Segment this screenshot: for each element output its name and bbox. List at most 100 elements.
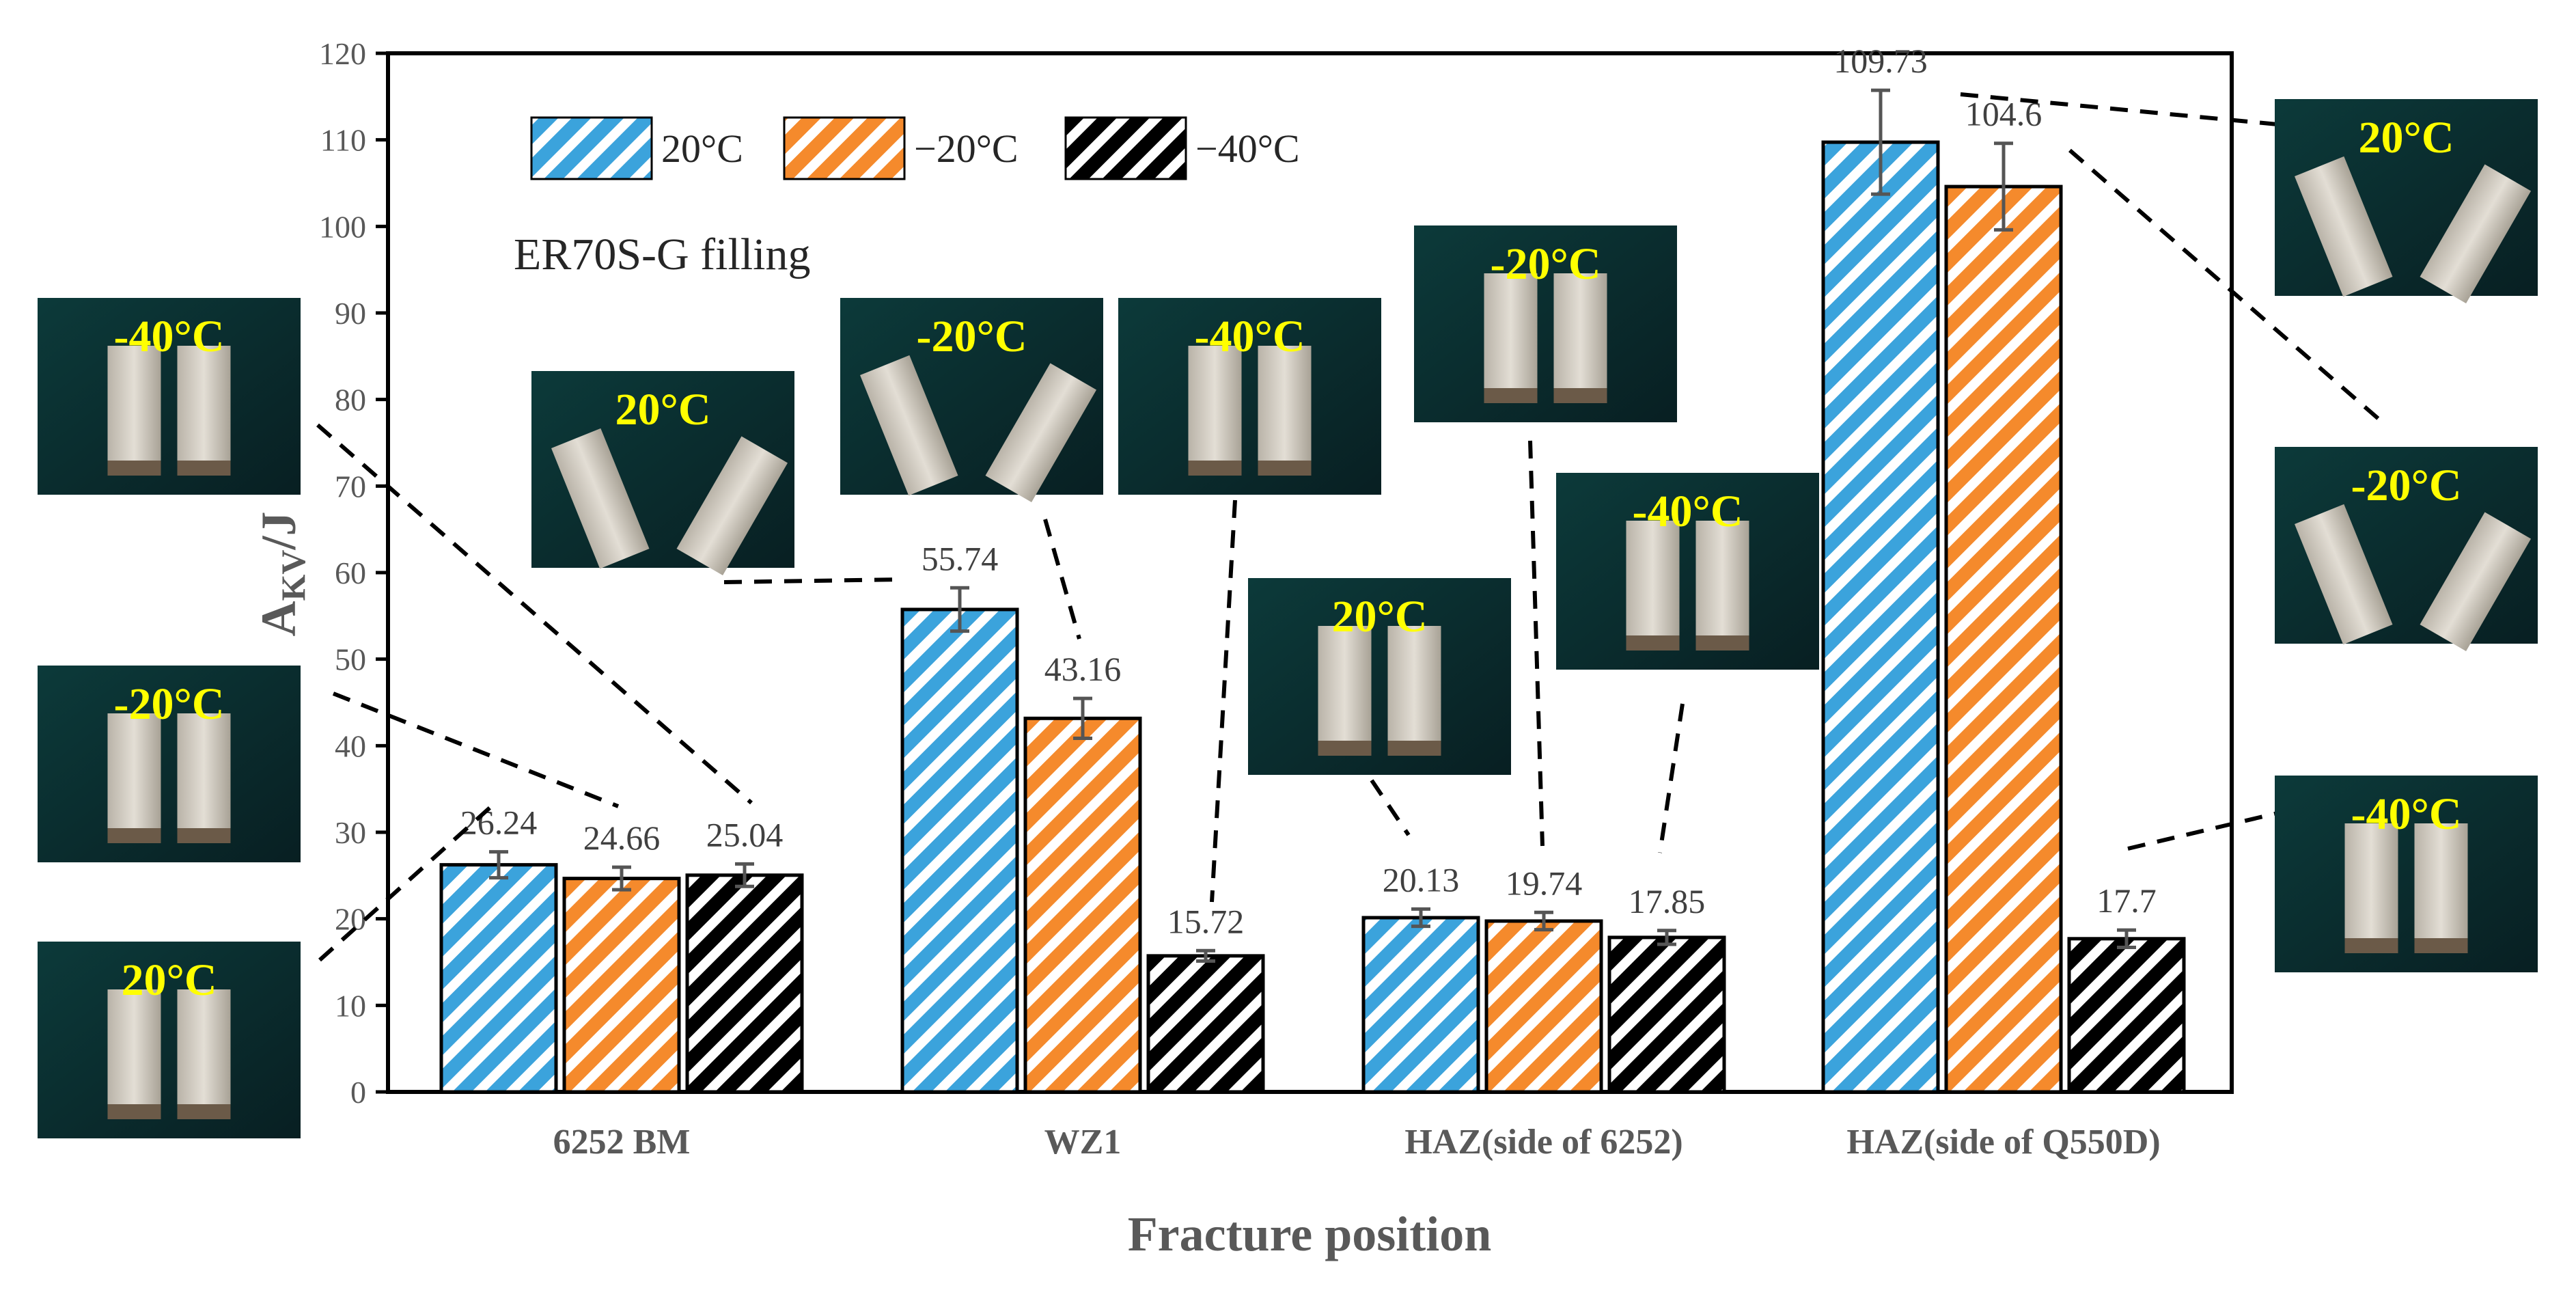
specimen-piece	[1258, 346, 1312, 476]
fracture-face	[1387, 741, 1441, 756]
y-tick-label: 30	[335, 815, 366, 850]
specimen-piece	[985, 363, 1097, 502]
bar	[1023, 716, 1142, 1094]
fracture-face	[177, 828, 231, 843]
bar	[2067, 937, 2186, 1094]
x-tick-label: WZ1	[1044, 1123, 1122, 1162]
fracture-face	[1553, 388, 1607, 403]
specimen-piece	[1553, 273, 1607, 403]
specimen-piece	[1484, 273, 1538, 403]
legend-swatch-minus40	[1064, 116, 1187, 180]
specimen-piece	[107, 713, 161, 843]
y-axis-title: AKV/J	[251, 511, 312, 636]
photo-temperature-label: -20°C	[2351, 461, 2461, 510]
value-label: 17.85	[1629, 882, 1706, 920]
y-tick-label: 90	[335, 296, 366, 331]
specimen-photo: 20°C	[38, 942, 301, 1138]
bar	[1146, 954, 1265, 1094]
value-label: 55.74	[922, 539, 999, 577]
specimen-piece	[177, 989, 231, 1119]
value-label: 15.72	[1167, 902, 1245, 940]
photo-temperature-label: -20°C	[1490, 239, 1601, 289]
fracture-face	[1484, 388, 1538, 403]
specimen-photo: -20°C	[1414, 225, 1677, 422]
value-label: 26.24	[460, 804, 538, 842]
x-axis: 6252 BM WZ1 HAZ(side of 6252) HAZ(side of Q…	[553, 1123, 2161, 1162]
value-label: 109.73	[1833, 42, 1928, 80]
y-tick-label: 50	[335, 642, 366, 677]
specimen-piece	[2295, 504, 2393, 645]
specimen-photo: 20°C	[1248, 578, 1511, 775]
specimen-piece	[107, 989, 161, 1119]
bar	[1821, 140, 1940, 1094]
specimen-piece	[2414, 823, 2468, 953]
y-tick-label: 60	[335, 556, 366, 590]
filling-annotation: ER70S-G filling	[514, 230, 811, 279]
specimen-piece	[676, 436, 788, 575]
x-axis-title: Fracture position	[1128, 1207, 1492, 1261]
specimen-photo: 20°C	[2275, 99, 2538, 304]
bar	[439, 863, 558, 1094]
y-tick-label: 40	[335, 728, 366, 763]
fracture-face	[1318, 741, 1372, 756]
specimen-piece	[2295, 156, 2393, 297]
specimen-photos: -40°C -20°C 20°C 20°C -20°C -40°C -20°C 20°C -40…	[38, 99, 2538, 1138]
specimen-photo: -40°C	[1556, 473, 1819, 670]
specimen-photo: 20°C	[531, 371, 794, 575]
photo-temperature-label: -40°C	[1194, 312, 1305, 361]
value-labels: 26.24 24.66 25.04 55.74 43.16 15.72 20.13 19.74…	[460, 42, 2157, 940]
bar	[1607, 935, 1726, 1094]
legend-swatch-20	[530, 116, 653, 180]
y-tick-label: 120	[319, 36, 366, 71]
fracture-face	[177, 1104, 231, 1119]
specimen-piece	[2420, 512, 2532, 652]
photo-temperature-label: -20°C	[916, 312, 1027, 361]
specimen-piece	[551, 428, 650, 569]
value-label: 25.04	[706, 815, 784, 853]
fracture-face	[1188, 461, 1242, 476]
bar	[1361, 916, 1480, 1094]
specimen-piece	[1188, 346, 1242, 476]
y-tick-label: 100	[319, 209, 366, 244]
y-tick-label: 80	[335, 383, 366, 417]
y-tick-label: 0	[350, 1075, 366, 1110]
bar	[1484, 919, 1603, 1094]
y-tick-label: 70	[335, 469, 366, 504]
legend-label-minus40: −40°C	[1195, 126, 1300, 171]
x-tick-label: HAZ(side of 6252)	[1404, 1123, 1682, 1162]
legend-label-20: 20°C	[661, 126, 743, 171]
value-label: 17.7	[2096, 881, 2157, 920]
specimen-piece	[860, 355, 958, 496]
fracture-face	[1626, 635, 1680, 650]
photo-temperature-label: -40°C	[1632, 487, 1743, 536]
specimen-photo: -20°C	[2275, 447, 2538, 652]
specimen-piece	[1695, 521, 1749, 650]
fracture-face	[1695, 635, 1749, 650]
photo-temperature-label: 20°C	[1331, 592, 1427, 642]
bar	[685, 873, 804, 1094]
bars	[439, 88, 2186, 1094]
photo-temperature-label: -40°C	[2351, 789, 2461, 839]
x-tick-label: HAZ(side of Q550D)	[1846, 1123, 2160, 1162]
photo-temperature-label: -20°C	[113, 679, 224, 729]
specimen-photo: -20°C	[840, 298, 1103, 502]
fracture-face	[2414, 938, 2468, 953]
specimen-piece	[177, 713, 231, 843]
fracture-face	[177, 461, 231, 476]
bar	[1944, 184, 2063, 1094]
specimen-photo: -40°C	[38, 298, 301, 495]
fracture-face	[1258, 461, 1312, 476]
specimen-photo: -40°C	[1118, 298, 1381, 495]
fracture-face	[107, 461, 161, 476]
specimen-photo: -40°C	[2275, 776, 2538, 972]
legend-label-minus20: −20°C	[914, 126, 1019, 171]
specimen-photo: -20°C	[38, 666, 301, 862]
x-tick-label: 6252 BM	[553, 1123, 691, 1162]
bar	[900, 607, 1019, 1094]
specimen-piece	[107, 346, 161, 476]
value-label: 43.16	[1044, 650, 1122, 688]
value-label: 24.66	[583, 819, 661, 857]
legend: 20°C −20°C −40°C	[530, 116, 1300, 180]
